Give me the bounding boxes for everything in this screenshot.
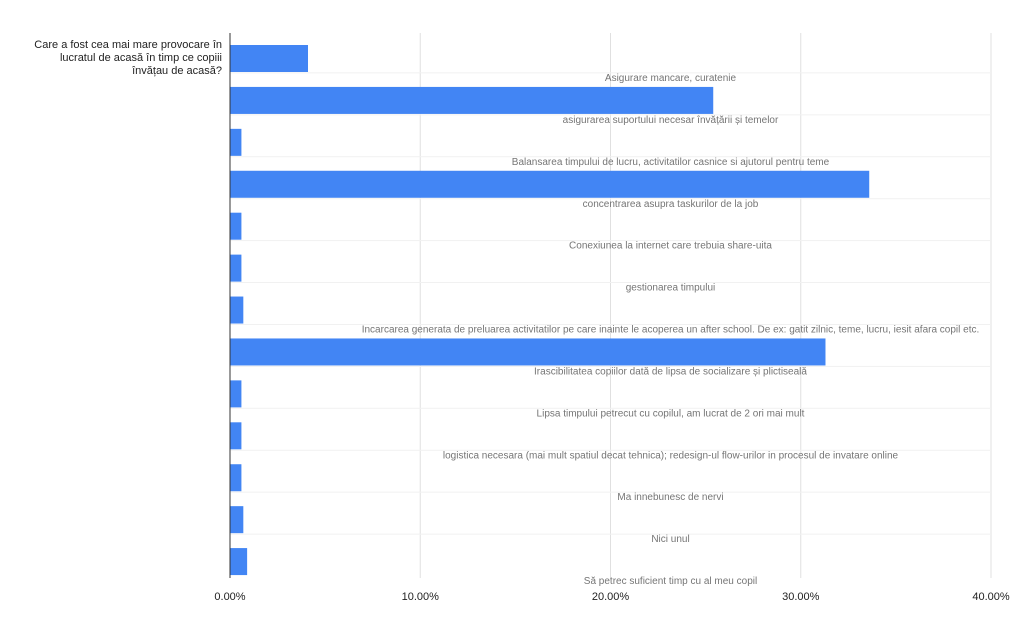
x-tick-labels: 0.00% 10.00% 20.00% 30.00% 40.00%	[214, 591, 1009, 603]
category-label: Ma innebunesc de nervi	[617, 492, 723, 503]
bar[interactable]	[230, 212, 242, 240]
bar[interactable]	[230, 422, 242, 450]
x-tick-label: 40.00%	[972, 591, 1010, 603]
bar[interactable]	[230, 254, 242, 282]
y-axis-title: Care a fost cea mai mare provocare în luc…	[34, 39, 222, 77]
bar[interactable]	[230, 548, 248, 576]
y-axis-title-line: Care a fost cea mai mare provocare în	[34, 39, 222, 51]
category-label: Să petrec suficient timp cu al meu copil	[584, 576, 757, 587]
category-label: gestionarea timpului	[626, 283, 716, 294]
category-label: Incarcarea generata de preluarea activit…	[362, 325, 980, 336]
category-label: logistica necesara (mai mult spatiul dec…	[443, 450, 899, 461]
category-label: asigurarea suportului necesar învățării …	[563, 115, 779, 126]
bar[interactable]	[230, 170, 870, 198]
bars	[230, 45, 870, 576]
x-tick-label: 10.00%	[402, 591, 440, 603]
x-tick-label: 30.00%	[782, 591, 820, 603]
x-tick-label: 20.00%	[592, 591, 630, 603]
bar[interactable]	[230, 128, 242, 156]
category-label: Irascibilitatea copiilor dată de lipsa d…	[534, 366, 807, 377]
category-label: Balansarea timpului de lucru, activitati…	[512, 157, 830, 168]
y-axis-title-line: învățau de acasă?	[131, 65, 222, 77]
x-tick-label: 0.00%	[214, 591, 245, 603]
bar[interactable]	[230, 296, 244, 324]
bar[interactable]	[230, 464, 242, 492]
bar[interactable]	[230, 338, 826, 366]
category-label: Asigurare mancare, curatenie	[605, 73, 737, 84]
category-labels: Asigurare mancare, curatenie asigurarea s…	[362, 73, 980, 587]
category-label: concentrarea asupra taskurilor de la job	[583, 199, 759, 210]
bar[interactable]	[230, 45, 309, 72]
category-label: Nici unul	[651, 534, 689, 545]
category-label: Lipsa timpului petrecut cu copilul, am l…	[537, 408, 805, 419]
bar[interactable]	[230, 380, 242, 408]
y-axis-title-line: lucratul de acasă în timp ce copiii	[60, 52, 222, 64]
category-label: Conexiunea la internet care trebuia shar…	[569, 241, 772, 252]
gridlines	[230, 33, 992, 578]
bar[interactable]	[230, 506, 244, 534]
bar[interactable]	[230, 86, 714, 114]
